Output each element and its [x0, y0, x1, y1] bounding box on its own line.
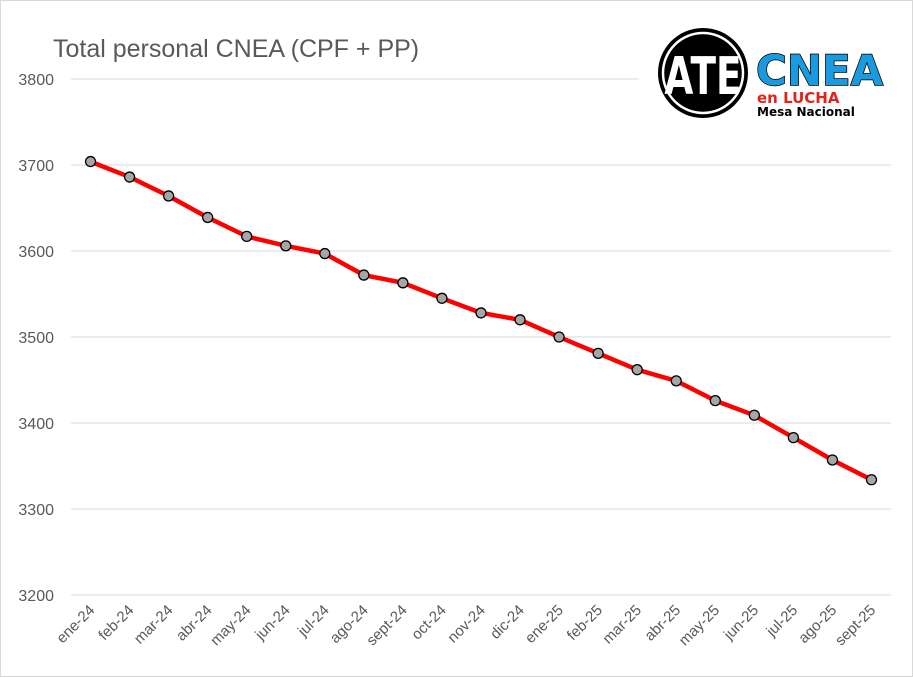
data-point-ago-24 [358, 269, 370, 281]
x-tick-label: feb-25 [564, 602, 606, 644]
y-tick-label: 3200 [18, 588, 54, 605]
data-point-sept-25 [865, 474, 878, 486]
x-tick-label: ene-25 [522, 602, 567, 647]
data-point-ene-25 [553, 331, 565, 343]
data-point-jul-24 [319, 247, 331, 260]
data-point-dic-24 [514, 314, 526, 326]
data-point-mar-25 [631, 364, 643, 376]
data-point-abr-25 [670, 375, 682, 387]
y-axis-tick-labels: 3200 3300 3400 3500 3600 3700 3800 [18, 72, 54, 605]
x-tick-label: mar-24 [131, 602, 177, 648]
x-tick-label: nov-24 [444, 602, 488, 646]
data-point-sept-24 [397, 277, 409, 289]
data-point-oct-24 [436, 292, 448, 304]
ate-cnea-logo: ATE CNEA en LUCHA Mesa Nacional [658, 28, 884, 119]
x-tick-label: ene-24 [53, 602, 98, 647]
data-point-mar-24 [162, 190, 175, 202]
data-point-jul-25 [787, 431, 800, 444]
x-tick-label: jun-25 [720, 602, 762, 644]
y-tick-label: 3500 [18, 330, 54, 347]
x-tick-label: jun-24 [251, 602, 293, 644]
data-point-feb-24 [123, 171, 136, 183]
x-tick-label: may-25 [676, 602, 723, 649]
data-point-ene-24 [84, 155, 97, 168]
mesa-nacional-text: Mesa Nacional [757, 105, 855, 119]
ate-logo-circle [658, 28, 748, 118]
data-point-abr-24 [202, 211, 214, 224]
en-lucha-text: en LUCHA [757, 89, 840, 107]
x-tick-label: mar-25 [599, 602, 645, 648]
series-group [84, 155, 878, 486]
x-tick-label: sept-24 [363, 602, 410, 649]
series-line [88, 159, 874, 483]
chart-title: Total personal CNEA (CPF + PP) [53, 35, 419, 63]
y-tick-label: 3300 [18, 502, 54, 519]
y-tick-label: 3700 [18, 158, 54, 175]
y-tick-label: 3600 [18, 244, 54, 261]
data-point-may-24 [241, 230, 253, 243]
ate-logo-text: ATE [664, 46, 741, 107]
grid-lines [71, 78, 891, 596]
y-tick-label: 3400 [18, 416, 54, 433]
data-point-feb-25 [592, 347, 604, 359]
x-tick-label: feb-24 [95, 602, 137, 644]
data-point-jun-25 [748, 409, 760, 421]
data-point-ago-25 [826, 454, 839, 466]
ate-logo-ring [661, 31, 745, 115]
data-point-jun-24 [280, 240, 292, 252]
x-tick-label: sept-25 [832, 602, 879, 649]
x-tick-label: dic-24 [487, 602, 528, 643]
data-point-nov-24 [475, 307, 487, 319]
x-tick-label: may-24 [207, 602, 254, 649]
data-point-may-25 [709, 394, 721, 407]
x-tick-label: oct-24 [408, 602, 450, 644]
y-tick-label: 3800 [18, 72, 54, 89]
cnea-logo-text: CNEA [756, 46, 884, 95]
